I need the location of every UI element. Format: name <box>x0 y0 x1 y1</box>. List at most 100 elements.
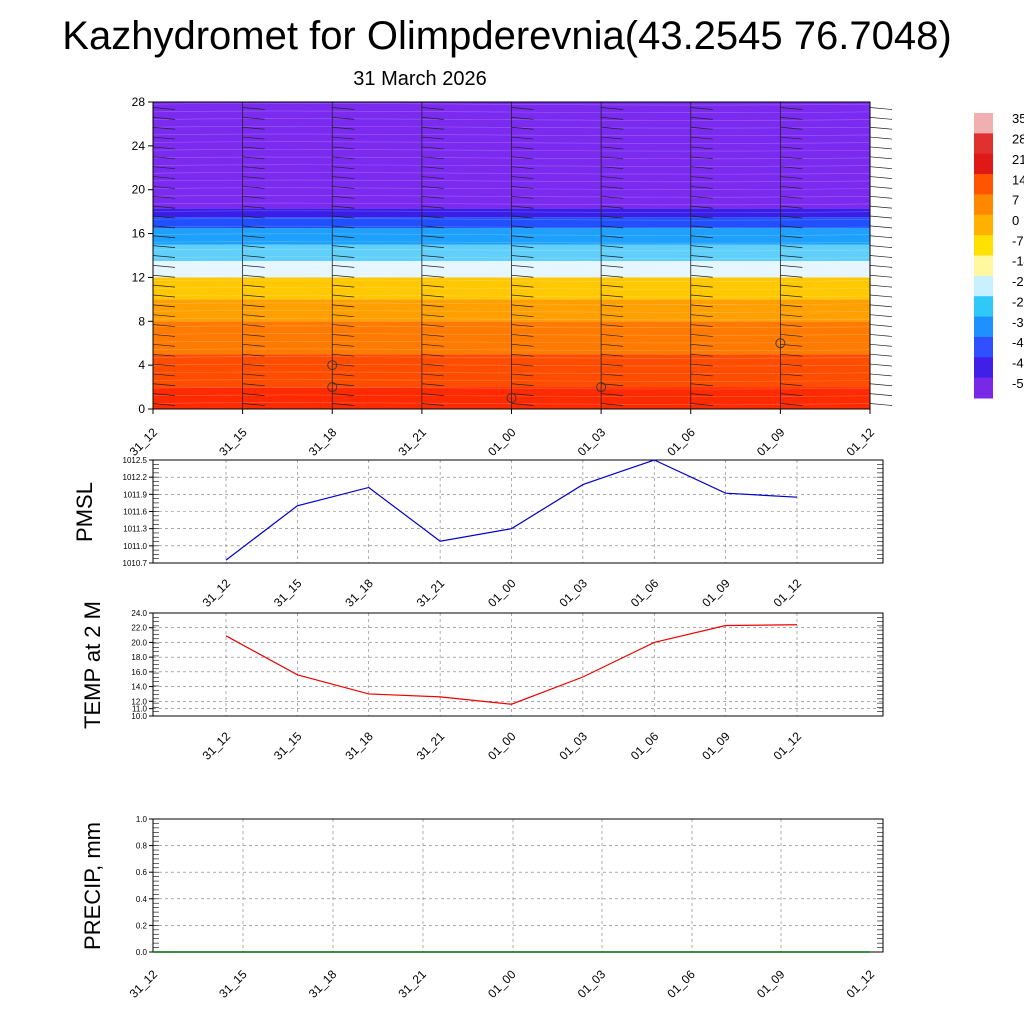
temperature-contour <box>153 187 870 190</box>
wind-barb <box>421 215 444 219</box>
x-tick-label: 31_15 <box>216 425 250 459</box>
wind-barb <box>421 393 444 396</box>
x-tick-label: 01_09 <box>699 729 733 763</box>
temperature-contour <box>153 103 870 106</box>
wind-barb <box>511 117 534 120</box>
wind-barb <box>601 393 624 396</box>
wind-barb <box>242 353 265 357</box>
wind-barb <box>869 195 893 199</box>
wind-barb <box>421 146 444 150</box>
temperature-contour <box>153 356 870 359</box>
x-tick-label: 01_06 <box>628 576 662 610</box>
wind-barb <box>869 373 893 377</box>
wind-barb <box>421 324 444 327</box>
wind-barb <box>332 343 355 347</box>
wind-barb <box>511 107 534 110</box>
wind-barb <box>690 393 713 396</box>
calm-wind-circle <box>596 382 607 393</box>
wind-barb <box>511 146 534 150</box>
x-tick-label: 01_12 <box>844 425 878 459</box>
y-tick-label: 16.0 <box>131 668 147 677</box>
temperature-contour <box>153 156 870 160</box>
wind-barb <box>690 195 713 199</box>
temperature-contour <box>153 202 870 206</box>
wind-barb <box>780 107 803 110</box>
wind-barb <box>242 166 265 170</box>
wind-barb <box>869 186 893 189</box>
wind-barb <box>601 117 624 120</box>
colorbar-label: 14 <box>1012 172 1024 187</box>
wind-barb <box>780 235 803 239</box>
wind-barb <box>780 373 803 377</box>
wind-barb <box>152 284 176 288</box>
x-tick-label: 01_12 <box>844 967 878 1001</box>
calm-wind-circle <box>327 382 338 393</box>
x-tick-label: 31_18 <box>342 729 376 763</box>
wind-barb <box>242 324 265 327</box>
x-tick-label: 01_00 <box>485 729 519 763</box>
wind-barb <box>332 136 355 140</box>
wind-barb <box>511 235 534 239</box>
wind-barb <box>242 304 265 308</box>
wind-barb <box>332 126 355 130</box>
wind-barb <box>869 225 893 229</box>
wind-barb <box>242 225 265 229</box>
wind-barb <box>242 195 265 199</box>
wind-barb <box>690 324 713 327</box>
wind-barb <box>242 334 265 337</box>
wind-barb <box>690 136 713 140</box>
wind-barb <box>152 383 176 387</box>
wind-barb <box>780 265 803 268</box>
temperature-contour <box>153 110 870 114</box>
wind-barb <box>332 255 355 258</box>
wind-barb <box>511 215 534 219</box>
y-tick-label: 1012.5 <box>123 456 148 465</box>
colorbar-swatch <box>974 357 993 379</box>
wind-barb <box>332 156 355 160</box>
wind-barb <box>242 176 265 179</box>
x-tick-label: 01_03 <box>575 967 609 1001</box>
temperature-contour <box>153 248 870 252</box>
wind-barb <box>601 304 624 308</box>
wind-barb <box>511 176 534 179</box>
y-axis-label: TEMP at 2 M <box>80 601 105 729</box>
wind-barb <box>332 215 355 219</box>
wind-barb <box>869 107 893 110</box>
colorbar-label: 35 <box>1012 111 1024 126</box>
wind-barb <box>332 403 355 406</box>
wind-barb <box>332 195 355 199</box>
wind-barb <box>869 393 893 396</box>
wind-barb <box>690 146 713 150</box>
wind-barb <box>869 265 893 268</box>
plot-frame <box>152 612 884 717</box>
wind-barb <box>152 126 176 130</box>
y-tick-label: 22.0 <box>131 624 147 633</box>
wind-barb <box>242 383 265 387</box>
wind-barb <box>601 353 624 357</box>
temperature-contour <box>153 118 870 121</box>
y-tick-label: 11.0 <box>132 705 148 714</box>
x-tick-label: 31_15 <box>216 967 250 1001</box>
temperature-contour <box>153 333 870 336</box>
wind-barb <box>511 255 534 258</box>
wind-barb <box>152 215 176 219</box>
wind-barb <box>601 225 624 229</box>
x-tick-label: 01_09 <box>754 967 788 1001</box>
wind-barb <box>332 284 355 288</box>
colorbar-label: -28 <box>1012 294 1024 309</box>
temperature-contour <box>153 241 870 244</box>
wind-barb <box>869 294 893 298</box>
wind-barb <box>152 353 176 357</box>
wind-barb <box>869 383 893 387</box>
wind-barb <box>242 186 265 189</box>
wind-barb <box>601 343 624 347</box>
temperature-contour <box>153 126 870 129</box>
wind-barb <box>690 294 713 298</box>
wind-barb <box>601 294 624 298</box>
wind-barb <box>869 126 893 130</box>
wind-barb <box>690 334 713 337</box>
wind-barb <box>242 393 265 396</box>
wind-barb <box>780 294 803 298</box>
wind-barb <box>869 304 893 308</box>
x-tick-label: 31_15 <box>271 576 305 610</box>
